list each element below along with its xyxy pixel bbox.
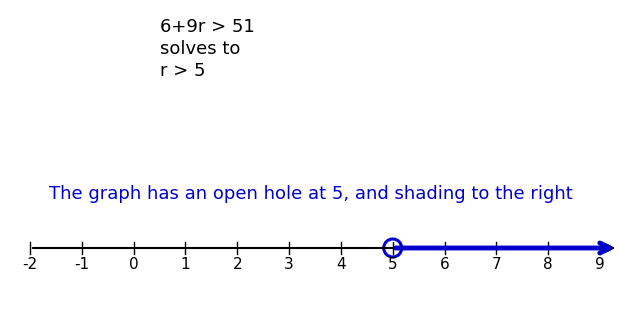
Text: 6: 6 (440, 257, 450, 272)
Text: 9: 9 (595, 257, 605, 272)
Text: 8: 8 (543, 257, 553, 272)
Ellipse shape (384, 239, 402, 257)
Text: 3: 3 (284, 257, 294, 272)
Text: 4: 4 (336, 257, 346, 272)
Text: solves to: solves to (160, 40, 240, 58)
Text: The graph has an open hole at 5, and shading to the right: The graph has an open hole at 5, and sha… (48, 185, 573, 203)
Text: 5: 5 (388, 257, 397, 272)
Text: 0: 0 (129, 257, 138, 272)
Text: r > 5: r > 5 (160, 62, 206, 80)
Text: 6+9r > 51: 6+9r > 51 (160, 18, 255, 36)
Text: -1: -1 (75, 257, 89, 272)
Text: 1: 1 (181, 257, 190, 272)
Text: -2: -2 (22, 257, 37, 272)
Text: 7: 7 (492, 257, 501, 272)
Text: 2: 2 (232, 257, 242, 272)
